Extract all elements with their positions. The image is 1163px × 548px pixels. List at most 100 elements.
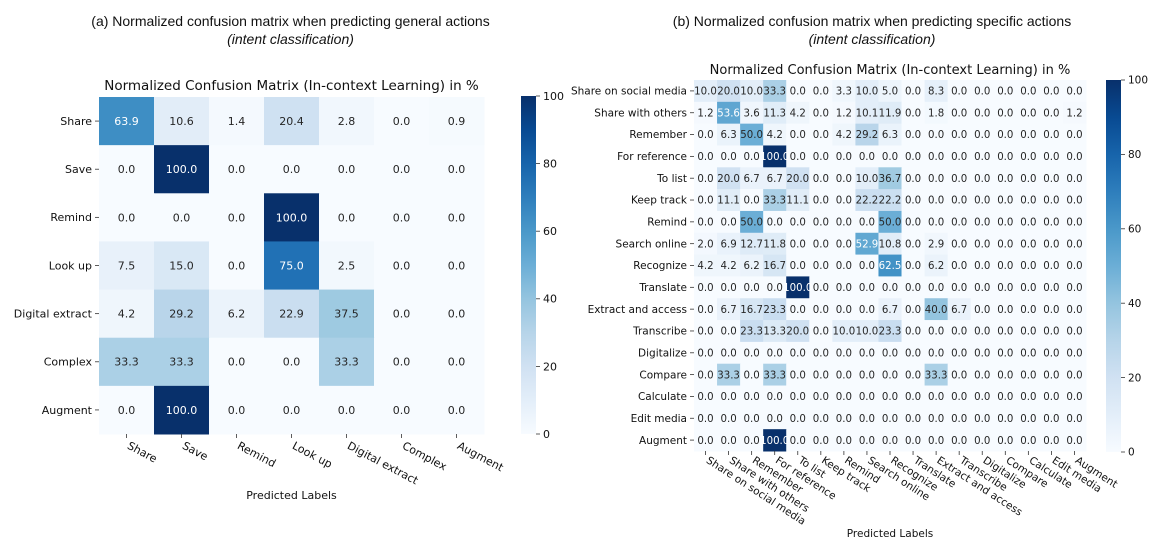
cell-value-label: 0.0	[859, 414, 875, 425]
heatmap-cell	[429, 97, 485, 146]
cell-value-label: 0.0	[974, 174, 990, 185]
cell-value-label: 0.0	[951, 436, 967, 447]
cell-value-label: 0.0	[1066, 196, 1082, 207]
cell-value-label: 0.0	[790, 370, 806, 381]
cell-value-label: 1.8	[928, 108, 944, 119]
y-tick-label: Keep track	[631, 195, 688, 207]
heatmap-cell	[740, 429, 764, 452]
heatmap-cell	[809, 123, 833, 146]
heatmap-cell	[993, 232, 1018, 256]
heatmap-cell	[740, 276, 764, 299]
heatmap-cell	[832, 123, 856, 146]
heatmap-cell	[786, 80, 810, 103]
cell-value-label: 33.3	[334, 356, 359, 369]
cell-value-label: 0.0	[720, 218, 736, 229]
heatmap-cell	[786, 276, 810, 299]
cell-value-label: 0.0	[1020, 348, 1036, 359]
y-tick-label: For reference	[617, 151, 687, 163]
cell-value-label: 0.0	[1020, 283, 1036, 294]
heatmap-cell	[1062, 167, 1087, 190]
cell-value-label: 0.0	[1043, 130, 1059, 141]
heatmap-cell	[1039, 189, 1064, 212]
cell-value-label: 0.0	[283, 356, 301, 369]
cell-value-label: 0.0	[974, 305, 990, 316]
cell-value-label: 6.3	[882, 130, 898, 141]
cell-value-label: 0.0	[974, 87, 990, 98]
heatmap-cell	[264, 385, 320, 435]
heatmap-cell	[855, 101, 879, 125]
heatmap-cell	[694, 167, 718, 190]
cell-value-label: 0.0	[1043, 239, 1059, 250]
heatmap-cell	[832, 254, 856, 277]
cell-value-label: 0.0	[882, 348, 898, 359]
heatmap-cell	[809, 320, 833, 343]
heatmap-cell	[717, 363, 741, 387]
panel-b-caption: (b) Normalized confusion matrix when pre…	[672, 13, 1072, 29]
heatmap-cell	[947, 254, 972, 277]
cell-value-label: 0.0	[697, 218, 713, 229]
heatmap-cell	[99, 337, 155, 387]
cell-value-label: 0.0	[767, 283, 783, 294]
heatmap-cell	[1062, 232, 1087, 256]
heatmap-cell	[374, 289, 430, 339]
heatmap-cell	[947, 385, 972, 408]
cell-value-label: 0.0	[1043, 261, 1059, 272]
cell-value-label: 0.0	[790, 436, 806, 447]
cell-value-label: 100.0	[760, 436, 789, 447]
y-tick-label: To list	[656, 173, 687, 185]
cell-value-label: 0.0	[1043, 196, 1059, 207]
heatmap-cell	[855, 123, 879, 146]
cell-value-label: 0.0	[997, 108, 1013, 119]
cell-value-label: 0.0	[997, 370, 1013, 381]
heatmap-cell	[970, 276, 995, 299]
cell-value-label: 100.0	[760, 152, 789, 163]
cell-value-label: 33.3	[763, 196, 786, 207]
cell-value-label: 0.0	[997, 283, 1013, 294]
heatmap-cell	[878, 145, 903, 168]
heatmap-cell	[970, 341, 995, 365]
heatmap-cell	[154, 193, 210, 242]
heatmap-cell	[99, 193, 155, 242]
cell-value-label: 23.3	[740, 327, 763, 338]
cell-value-label: 11.8	[763, 239, 786, 250]
cell-value-label: 0.0	[1066, 174, 1082, 185]
cell-value-label: 10.0	[856, 327, 879, 338]
heatmap-cell	[832, 429, 856, 452]
heatmap-cell	[209, 193, 265, 242]
cell-value-label: 10.8	[879, 239, 902, 250]
cell-value-label: 20.0	[786, 174, 809, 185]
cell-value-label: 0.0	[882, 370, 898, 381]
cell-value-label: 0.0	[448, 308, 466, 321]
cell-value-label: 0.0	[905, 218, 921, 229]
heatmap-cell	[832, 363, 856, 387]
heatmap-cell	[809, 145, 833, 168]
heatmap-cell	[717, 167, 741, 190]
heatmap-cell	[832, 407, 856, 430]
heatmap-cell	[319, 241, 375, 291]
heatmap-cell	[786, 341, 810, 365]
cell-value-label: 4.2	[790, 108, 806, 119]
cell-value-label: 0.0	[720, 283, 736, 294]
cell-value-label: 0.0	[790, 239, 806, 250]
heatmap-cell	[809, 254, 833, 277]
cell-value-label: 0.0	[697, 370, 713, 381]
cell-value-label: 0.0	[697, 327, 713, 338]
heatmap-cell	[809, 167, 833, 190]
cell-value-label: 0.0	[997, 348, 1013, 359]
heatmap-cell	[1016, 232, 1041, 256]
heatmap-cell	[763, 341, 787, 365]
heatmap-cell	[763, 429, 787, 452]
heatmap-cell	[740, 210, 764, 234]
cell-value-label: 2.9	[928, 239, 944, 250]
cell-value-label: 0.0	[974, 436, 990, 447]
cell-value-label: 33.3	[114, 356, 139, 369]
heatmap-cell	[786, 145, 810, 168]
heatmap-cell	[717, 320, 741, 343]
cell-value-label: 0.0	[448, 259, 466, 272]
heatmap-cell	[809, 189, 833, 212]
heatmap-cell	[717, 123, 741, 146]
heatmap-cell	[99, 241, 155, 291]
cell-value-label: 0.0	[905, 108, 921, 119]
heatmap-cell	[786, 385, 810, 408]
y-tick-label: Remember	[629, 129, 687, 141]
